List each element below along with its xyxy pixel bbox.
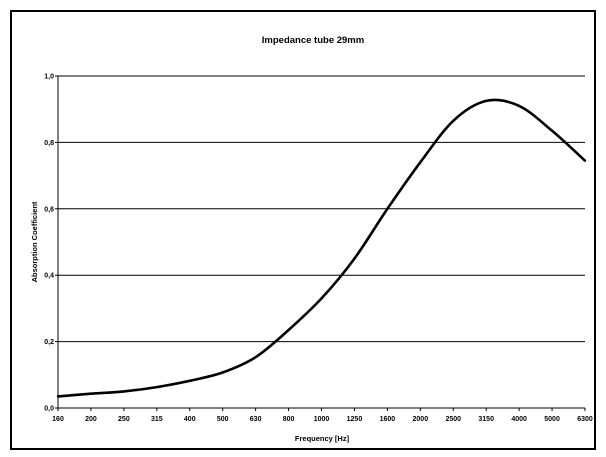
x-tick-label: 500 bbox=[217, 416, 229, 423]
x-tick-label: 2500 bbox=[445, 416, 461, 423]
data-point bbox=[550, 129, 554, 132]
x-tick-label: 5000 bbox=[544, 416, 560, 423]
x-axis-label: Frequency [Hz] bbox=[295, 434, 350, 443]
y-tick-label: 0,8 bbox=[44, 140, 54, 147]
x-tick-label: 6300 bbox=[577, 416, 593, 423]
x-tick-label: 800 bbox=[283, 416, 295, 423]
x-tick-label: 400 bbox=[184, 416, 196, 423]
x-tick-label: 630 bbox=[250, 416, 262, 423]
data-point bbox=[188, 379, 191, 382]
x-tick-label: 2000 bbox=[413, 416, 429, 423]
x-tick-label: 1000 bbox=[314, 416, 330, 423]
data-point bbox=[254, 356, 257, 359]
y-tick-label: 0,2 bbox=[44, 339, 54, 346]
x-tick-label: 1250 bbox=[347, 416, 363, 423]
data-point bbox=[56, 395, 60, 398]
chart-title: Impedance tube 29mm bbox=[262, 35, 364, 46]
data-point bbox=[353, 257, 356, 260]
y-tick-label: 0,4 bbox=[44, 273, 54, 280]
data-point bbox=[89, 392, 93, 395]
data-point bbox=[221, 371, 224, 374]
x-tick-label: 200 bbox=[85, 416, 97, 423]
y-tick-labels: 0,0 0,2 0,4 0,6 0,8 1,0 bbox=[44, 74, 54, 413]
x-tick-label: 315 bbox=[151, 416, 163, 423]
grid-lines bbox=[58, 75, 585, 343]
data-point bbox=[320, 297, 323, 300]
y-tick-label: 0,6 bbox=[44, 206, 54, 213]
data-point bbox=[452, 119, 455, 123]
y-tick-label: 0,0 bbox=[44, 406, 54, 413]
x-tick-label: 3150 bbox=[478, 416, 494, 423]
x-tick-label: 160 bbox=[52, 416, 64, 423]
y-axis-label: Absorption Coefficient bbox=[30, 201, 39, 282]
data-point bbox=[155, 385, 159, 389]
data-point bbox=[419, 161, 422, 164]
data-point bbox=[386, 207, 389, 210]
chart-border bbox=[10, 10, 596, 450]
data-point bbox=[517, 104, 521, 108]
y-tick-label: 1,0 bbox=[44, 74, 54, 81]
x-tick-labels: 160 200 250 315 400 500 630 800 1000 1250 1600 2000… bbox=[52, 416, 593, 423]
x-tick-label: 4000 bbox=[511, 416, 527, 423]
series-group bbox=[56, 98, 587, 398]
data-point bbox=[287, 328, 290, 332]
data-point bbox=[583, 159, 587, 162]
data-point bbox=[484, 99, 488, 103]
x-tick-label: 1600 bbox=[380, 416, 396, 423]
data-point bbox=[122, 390, 126, 393]
x-tick-label: 250 bbox=[118, 416, 130, 423]
plot-axes bbox=[55, 75, 586, 411]
